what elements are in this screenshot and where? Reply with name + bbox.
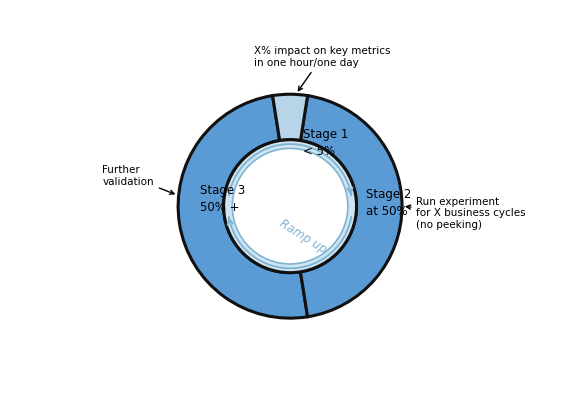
Wedge shape [178,96,307,318]
Circle shape [232,149,348,264]
Text: Further
validation: Further validation [102,165,174,194]
Text: X% impact on key metrics
in one hour/one day: X% impact on key metrics in one hour/one… [254,46,391,91]
Text: Ramp up: Ramp up [277,217,329,256]
Text: Stage 2
at 50%: Stage 2 at 50% [366,188,411,217]
Text: Stage 3
50% +: Stage 3 50% + [200,184,245,214]
Circle shape [224,140,357,273]
Text: Run experiment
for X business cycles
(no peeking): Run experiment for X business cycles (no… [406,197,526,230]
Wedge shape [273,94,307,141]
Wedge shape [301,96,402,317]
Text: Stage 1
< 5%: Stage 1 < 5% [303,128,349,158]
